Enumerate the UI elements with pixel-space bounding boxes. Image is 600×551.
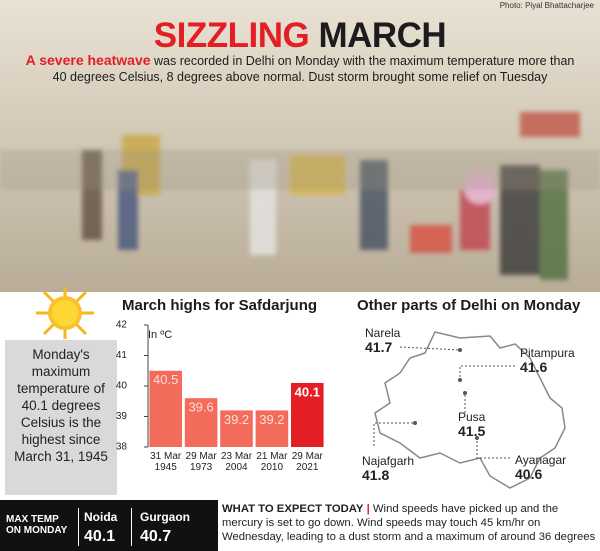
- sidebar-box: [5, 340, 117, 495]
- y-tick-label: 41: [116, 350, 128, 361]
- city: Gurgaon 40.7: [140, 507, 190, 547]
- place-name: Pitampura: [520, 346, 575, 360]
- place-label: Ayanagar 40.6: [515, 453, 566, 481]
- value-label: 39.6: [188, 400, 213, 415]
- lead-highlight: severe heatwave: [39, 52, 151, 68]
- place-label: Najafgarh 41.8: [362, 454, 414, 482]
- y-axis-label: In ºC: [148, 329, 172, 341]
- city-temp: 40.7: [140, 528, 172, 545]
- separator: [131, 508, 132, 546]
- x-tick-label: 29 Mar 2021: [291, 451, 323, 473]
- place-temp: 41.8: [362, 467, 390, 483]
- map: [373, 331, 566, 489]
- forecast-text: Wind speeds have picked up and the mercu…: [222, 503, 596, 543]
- y-tick-label: 39: [116, 411, 128, 422]
- lead-part: A: [25, 52, 36, 68]
- place-name: Narela: [365, 326, 401, 340]
- place-label: Narela 41.7: [365, 326, 400, 354]
- headline: SIZZLING MARCH: [0, 16, 600, 56]
- place-name: Ayanagar: [515, 453, 567, 467]
- y-tick-label: 38: [116, 442, 128, 453]
- x-tick-label: 23 Mar 2004: [220, 451, 253, 473]
- bar: [184, 398, 218, 447]
- chart: In ºC 38 39 40 41 42 40.5 39.6 39.2 39.2 40.1: [116, 320, 324, 453]
- value-label: 39.2: [259, 412, 284, 427]
- city: Noida 40.1: [84, 507, 117, 547]
- sidebar-text: Monday's maximum temperature of 40.1 deg…: [14, 347, 108, 464]
- place-temp: 41.6: [520, 359, 548, 375]
- lead-text: was recorded in Delhi on Monday with the…: [52, 54, 575, 84]
- max-temp-label: MAX TEMP ON MONDAY: [6, 514, 68, 536]
- city-name: Gurgaon: [140, 510, 190, 524]
- value-label: 40.1: [295, 384, 320, 399]
- x-tick-label: 31 Mar 1945: [150, 451, 182, 473]
- chart-title: March highs for Safdarjung: [122, 297, 318, 314]
- bar: [255, 410, 289, 447]
- place-name: Pusa: [458, 410, 486, 424]
- value-label: 39.2: [224, 412, 249, 427]
- map-title: Other parts of Delhi on Monday: [357, 297, 581, 314]
- city-temp: 40.1: [84, 528, 116, 545]
- x-tick-label: 29 Mar 1973: [185, 451, 217, 473]
- sun-icon: [36, 287, 94, 339]
- city-name: Noida: [84, 510, 118, 524]
- place-name: Najafgarh: [362, 454, 415, 468]
- lead: A severe heatwave was recorded in Delhi …: [20, 52, 580, 85]
- photo: [0, 0, 600, 292]
- forecast: WHAT TO EXPECT TODAY | Wind speeds have …: [222, 502, 597, 544]
- place-temp: 40.6: [515, 466, 543, 482]
- bar: [149, 370, 182, 447]
- x-tick-label: 21 Mar 2010: [256, 451, 288, 473]
- y-tick-label: 42: [116, 320, 128, 331]
- y-tick-label: 40: [116, 381, 128, 392]
- bar: [291, 382, 324, 447]
- separator: [78, 508, 79, 546]
- forecast-heading: WHAT TO EXPECT TODAY: [222, 503, 364, 515]
- headline-part: SIZZLING: [153, 16, 310, 55]
- footer-box: [0, 500, 218, 551]
- divider: |: [366, 503, 370, 515]
- headline-part: MARCH: [318, 16, 447, 55]
- value-label: 40.5: [153, 372, 178, 387]
- place-temp: 41.5: [458, 423, 486, 439]
- place-label: Pusa 41.5: [458, 410, 485, 438]
- bar: [220, 410, 253, 447]
- place-label: Pitampura 41.6: [520, 346, 575, 374]
- place-temp: 41.7: [365, 339, 393, 355]
- photo-credit: Photo: Piyal Bhattacharjee: [499, 1, 594, 10]
